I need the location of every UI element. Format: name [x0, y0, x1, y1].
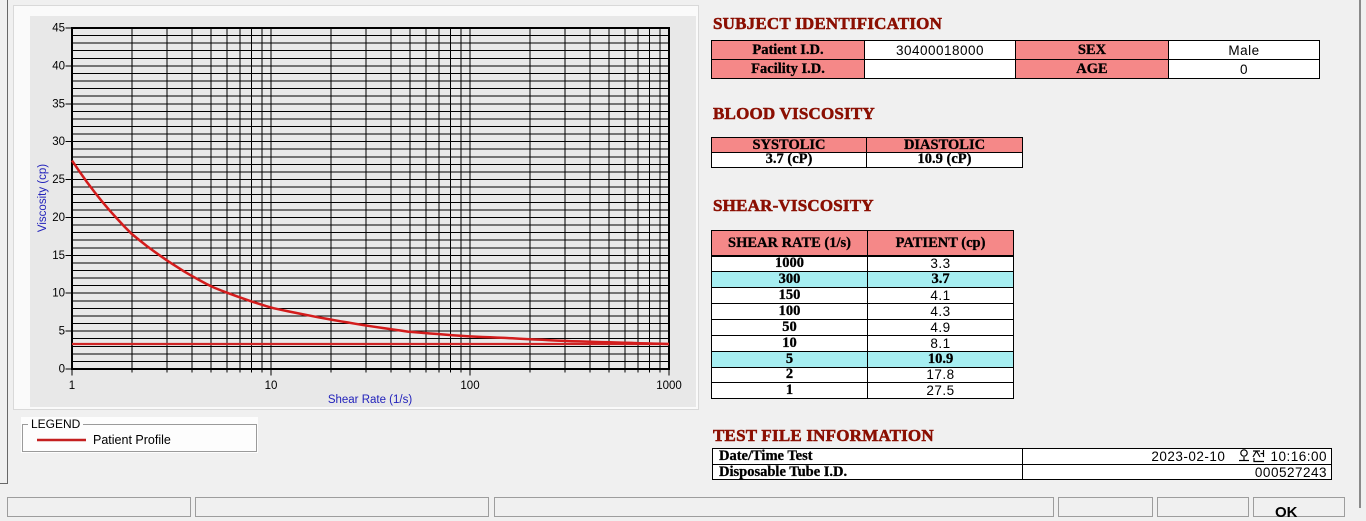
svg-text:25: 25: [52, 174, 65, 186]
svg-text:15: 15: [52, 250, 65, 262]
svg-text:45: 45: [52, 23, 65, 35]
svg-text:1000: 1000: [656, 380, 682, 392]
svg-text:10: 10: [52, 288, 65, 300]
svg-text:30: 30: [52, 136, 65, 148]
svg-text:0: 0: [59, 364, 65, 376]
svg-text:Viscosity (cp): Viscosity (cp): [37, 164, 49, 232]
svg-text:35: 35: [52, 98, 65, 110]
svg-text:LEGEND: LEGEND: [31, 417, 81, 431]
svg-text:20: 20: [52, 212, 65, 224]
svg-text:10: 10: [265, 380, 278, 392]
svg-text:Patient Profile: Patient Profile: [93, 433, 171, 447]
svg-text:100: 100: [460, 380, 479, 392]
svg-text:5: 5: [59, 326, 65, 338]
svg-text:1: 1: [69, 380, 75, 392]
svg-text:Shear Rate (1/s): Shear Rate (1/s): [328, 394, 413, 406]
svg-text:40: 40: [52, 60, 65, 72]
